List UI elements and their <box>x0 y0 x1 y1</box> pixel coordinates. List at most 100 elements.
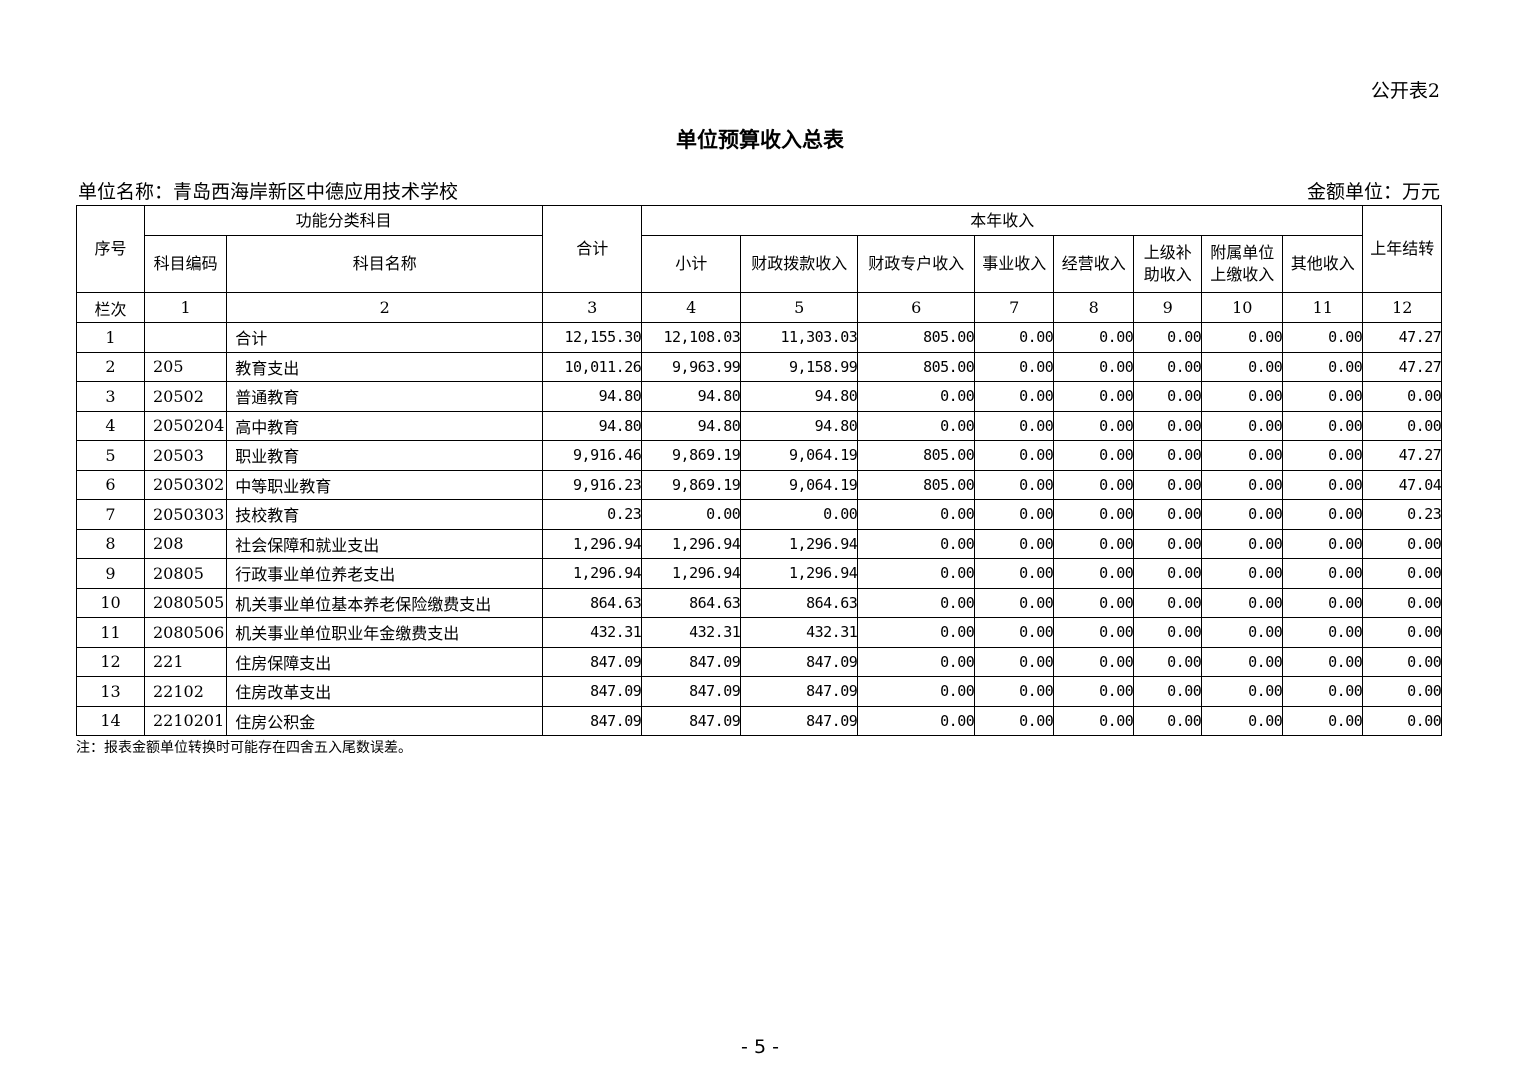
table-cell: 2210201 <box>143 705 228 736</box>
column-number-cell: 11 <box>1282 292 1364 323</box>
table-cell: 0.00 <box>857 410 976 441</box>
table-cell: 0.00 <box>1201 469 1284 500</box>
table-cell: 0.00 <box>1282 499 1364 530</box>
header-carryover: 上年结转 <box>1362 205 1443 293</box>
table-cell: 1 <box>76 322 145 353</box>
table-cell: 0.00 <box>1362 646 1443 677</box>
table-cell: 0.00 <box>857 646 976 677</box>
table-cell: 5 <box>76 440 145 471</box>
table-cell: 职业教育 <box>226 440 544 471</box>
table-cell: 0.00 <box>1201 587 1284 618</box>
table-cell: 847.09 <box>740 705 859 736</box>
table-cell: 1,296.94 <box>641 558 742 589</box>
table-row: 4 2050204 高中教育 94.80 94.80 94.80 0.00 0.00 0.00 0… <box>76 410 1443 441</box>
table-cell: 0.00 <box>1133 499 1203 530</box>
table-cell: 2050303 <box>143 499 228 530</box>
table-cell: 0.00 <box>1133 410 1203 441</box>
table-cell: 8 <box>76 528 145 559</box>
table-cell: 0.00 <box>1282 381 1364 412</box>
table-cell: 社会保障和就业支出 <box>226 528 544 559</box>
table-cell: 0.00 <box>1282 351 1364 382</box>
table-cell: 12,108.03 <box>641 322 742 353</box>
table-cell: 0.00 <box>1201 410 1284 441</box>
column-number-cell: 栏次 <box>76 292 145 323</box>
table-cell: 0.00 <box>1201 381 1284 412</box>
table-cell: 847.09 <box>542 705 643 736</box>
table-cell: 847.09 <box>542 676 643 707</box>
form-number: 公开表2 <box>1370 80 1440 102</box>
table-cell: 847.09 <box>641 646 742 677</box>
table-cell: 208 <box>143 528 228 559</box>
table-cell: 住房改革支出 <box>226 676 544 707</box>
table-cell: 47.27 <box>1362 440 1443 471</box>
table-cell: 0.00 <box>1133 676 1203 707</box>
table-cell: 0.00 <box>1133 469 1203 500</box>
table-cell: 10 <box>76 587 145 618</box>
header-this-year: 本年收入 <box>641 205 1364 236</box>
table-cell: 0.00 <box>857 676 976 707</box>
table-cell: 0.00 <box>1201 322 1284 353</box>
column-number-cell: 2 <box>226 292 544 323</box>
table-cell: 0.00 <box>1133 322 1203 353</box>
table-cell: 0.00 <box>1133 528 1203 559</box>
table-cell: 432.31 <box>641 617 742 648</box>
table-cell: 864.63 <box>542 587 643 618</box>
table-cell: 9,158.99 <box>740 351 859 382</box>
table-cell: 0.00 <box>974 705 1055 736</box>
table-cell: 1,296.94 <box>641 528 742 559</box>
table-row: 9 20805 行政事业单位养老支出 1,296.94 1,296.94 1,296.94… <box>76 558 1443 589</box>
table-cell: 94.80 <box>641 410 742 441</box>
table-cell: 0.00 <box>857 705 976 736</box>
table-cell: 13 <box>76 676 145 707</box>
table-cell: 0.00 <box>1282 322 1364 353</box>
table-cell: 0.00 <box>1282 558 1364 589</box>
table-row: 1 合计 12,155.30 12,108.03 11,303.03 805.00 0.00… <box>76 322 1443 353</box>
column-number-cell: 7 <box>974 292 1055 323</box>
table-row: 7 2050303 技校教育 0.23 0.00 0.00 0.00 0.00 0.00 0.00… <box>76 499 1443 530</box>
header-fiscal: 财政拨款收入 <box>740 235 859 293</box>
table-cell: 1,296.94 <box>740 558 859 589</box>
table-cell: 11,303.03 <box>740 322 859 353</box>
table-cell: 0.00 <box>641 499 742 530</box>
table-cell: 0.00 <box>1362 587 1443 618</box>
table-cell: 0.00 <box>1282 410 1364 441</box>
table-cell: 高中教育 <box>226 410 544 441</box>
table-cell: 0.00 <box>1053 381 1135 412</box>
table-row: 12 221 住房保障支出 847.09 847.09 847.09 0.00 0.00 0.0… <box>76 646 1443 677</box>
table-cell: 2 <box>76 351 145 382</box>
table-cell: 847.09 <box>641 705 742 736</box>
column-number-cell: 6 <box>857 292 976 323</box>
header-func-group: 功能分类科目 <box>143 205 544 236</box>
table-cell: 0.00 <box>974 587 1055 618</box>
table-cell: 0.00 <box>1133 440 1203 471</box>
header-name: 科目名称 <box>226 235 544 293</box>
table-cell: 0.00 <box>1201 617 1284 648</box>
column-number-cell: 4 <box>641 292 742 323</box>
column-number-cell: 8 <box>1053 292 1135 323</box>
table-cell: 432.31 <box>542 617 643 648</box>
header-affiliated: 附属单位上缴收入 <box>1201 235 1284 293</box>
table-cell: 0.00 <box>1362 676 1443 707</box>
table-cell: 0.00 <box>1053 705 1135 736</box>
table-cell: 0.00 <box>1133 705 1203 736</box>
table-cell: 0.00 <box>1282 440 1364 471</box>
header-total: 合计 <box>542 205 643 293</box>
table-cell: 0.00 <box>1282 646 1364 677</box>
table-row: 3 20502 普通教育 94.80 94.80 94.80 0.00 0.00 0.00 0.0… <box>76 381 1443 412</box>
table-cell: 4 <box>76 410 145 441</box>
footnote: 注：报表金额单位转换时可能存在四舍五入尾数误差。 <box>76 740 412 756</box>
table-cell: 47.27 <box>1362 322 1443 353</box>
page-number: - 5 - <box>741 1036 779 1058</box>
table-cell: 0.00 <box>1133 587 1203 618</box>
table-cell: 0.00 <box>857 558 976 589</box>
header-fiscal-special: 财政专户收入 <box>857 235 976 293</box>
table-cell: 805.00 <box>857 440 976 471</box>
table-cell: 9,869.19 <box>641 440 742 471</box>
table-cell: 0.00 <box>1362 705 1443 736</box>
table-cell: 0.00 <box>974 528 1055 559</box>
table-cell: 14 <box>76 705 145 736</box>
table-cell: 847.09 <box>740 676 859 707</box>
table-cell: 1,296.94 <box>542 558 643 589</box>
table-row: 8 208 社会保障和就业支出 1,296.94 1,296.94 1,296.94 0.0… <box>76 528 1443 559</box>
table-cell: 0.00 <box>1201 705 1284 736</box>
